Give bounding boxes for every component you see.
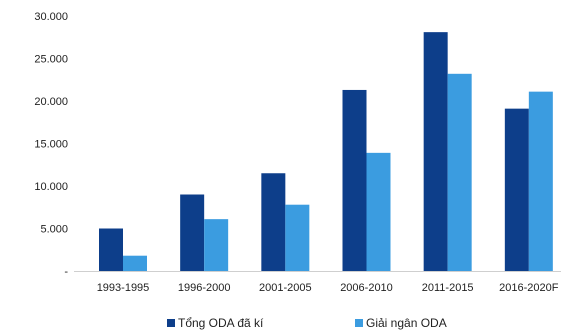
y-tick-label: 20.000 bbox=[34, 96, 68, 108]
y-tick-label: - bbox=[64, 266, 68, 278]
x-tick-label: 1993-1995 bbox=[97, 282, 150, 294]
legend-swatch-signed bbox=[167, 319, 175, 327]
y-tick-label: 30.000 bbox=[34, 11, 68, 23]
bar-signed-1996-2000 bbox=[180, 195, 204, 272]
bar-signed-2011-2015 bbox=[424, 32, 448, 271]
y-tick-label: 25.000 bbox=[34, 54, 68, 66]
bar-signed-2001-2005 bbox=[261, 173, 285, 271]
bar-signed-2006-2010 bbox=[343, 90, 367, 271]
bar-disbursed-1993-1995 bbox=[123, 256, 147, 271]
x-tick-label: 2011-2015 bbox=[422, 282, 474, 294]
legend-swatch-disbursed bbox=[355, 319, 363, 327]
bars bbox=[99, 32, 553, 271]
x-tick-label: 2006-2010 bbox=[340, 282, 393, 294]
bar-disbursed-2006-2010 bbox=[367, 153, 391, 271]
bar-chart: - 5.000 10.000 15.000 20.000 25.000 30.000 199… bbox=[0, 0, 561, 312]
bar-signed-1993-1995 bbox=[99, 229, 123, 272]
legend-label-signed: Tổng ODA đã kí bbox=[178, 316, 263, 330]
bar-signed-2016-2020F bbox=[505, 109, 529, 271]
y-tick-label: 5.000 bbox=[40, 224, 68, 236]
bar-disbursed-2011-2015 bbox=[448, 74, 472, 271]
legend-item-disbursed: Giải ngân ODA bbox=[355, 316, 447, 330]
y-axis: - 5.000 10.000 15.000 20.000 25.000 30.000 bbox=[34, 11, 68, 278]
bar-disbursed-2016-2020F bbox=[529, 92, 553, 271]
bar-disbursed-1996-2000 bbox=[204, 219, 228, 271]
y-tick-label: 10.000 bbox=[34, 181, 68, 193]
bar-disbursed-2001-2005 bbox=[285, 205, 309, 271]
x-axis: 1993-1995 1996-2000 2001-2005 2006-2010 2011… bbox=[74, 272, 561, 295]
legend: Tổng ODA đã kí Giải ngân ODA bbox=[0, 312, 561, 329]
x-tick-label: 1996-2000 bbox=[178, 282, 231, 294]
x-tick-label: 2001-2005 bbox=[259, 282, 312, 294]
y-tick-label: 15.000 bbox=[34, 139, 68, 151]
legend-label-disbursed: Giải ngân ODA bbox=[366, 316, 447, 330]
x-tick-label: 2016-2020F bbox=[499, 282, 559, 294]
legend-item-signed: Tổng ODA đã kí bbox=[167, 316, 263, 330]
